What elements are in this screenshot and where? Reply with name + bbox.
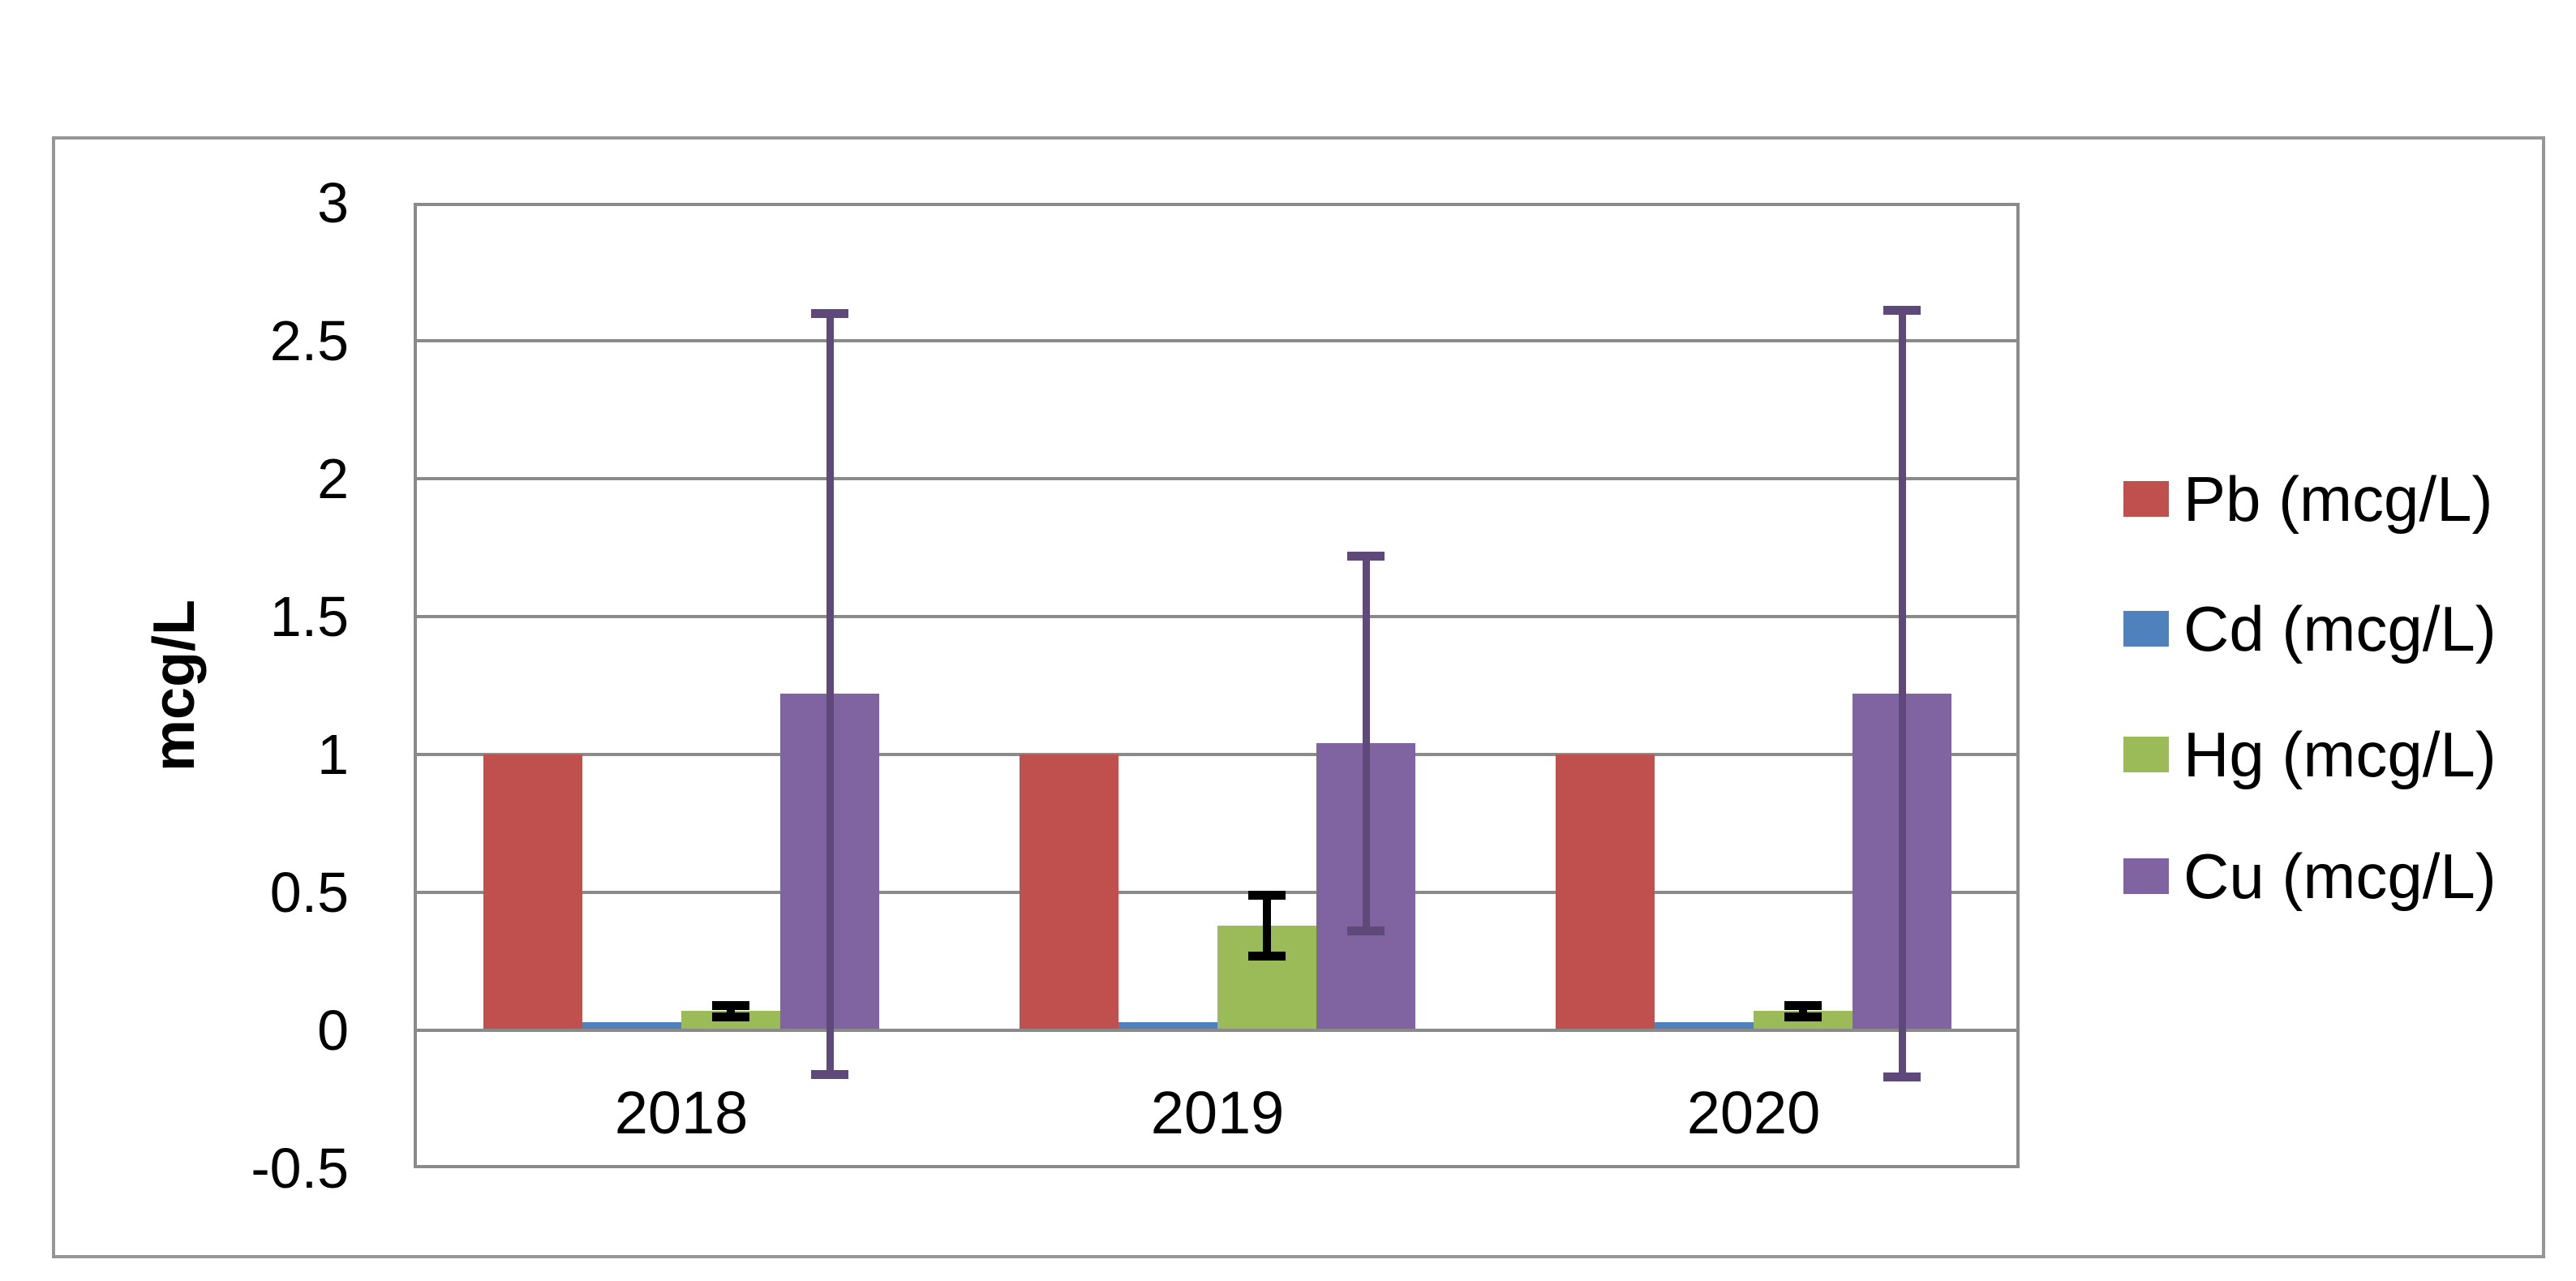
errorbar-Cu-2020-bottom-cap xyxy=(1883,1073,1921,1082)
gridline-y-2 xyxy=(414,477,2020,480)
errorbar-Cu-2019-top-cap xyxy=(1347,551,1385,561)
errorbar-Hg-2018-line xyxy=(727,1005,735,1017)
legend-label-Cu: Cu (mcg/L) xyxy=(2183,840,2497,912)
errorbar-Hg-2020-bottom-cap xyxy=(1784,1012,1822,1021)
errorbar-Hg-2019-bottom-cap xyxy=(1248,951,1286,961)
errorbar-Cu-2018-top-cap xyxy=(811,308,848,318)
bar-Pb-2018 xyxy=(483,754,582,1030)
plot-area xyxy=(414,203,2020,1168)
errorbar-Cu-2018-line xyxy=(826,313,834,1075)
y-axis-title: mcg/L xyxy=(142,599,207,772)
errorbar-Hg-2019-line xyxy=(1263,895,1271,956)
errorbar-Cu-2019-line xyxy=(1362,556,1370,931)
bar-Pb-2019 xyxy=(1020,754,1118,1030)
y-tick-label-2.5: 2.5 xyxy=(269,309,349,372)
y-tick-label-0: 0 xyxy=(317,999,349,1062)
x-category-label-2018: 2018 xyxy=(614,1079,749,1146)
legend-swatch-Hg xyxy=(2123,737,2169,772)
y-tick-label-2: 2 xyxy=(317,447,349,510)
legend-label-Cd: Cd (mcg/L) xyxy=(2183,593,2497,664)
errorbar-Cu-2018-bottom-cap xyxy=(811,1069,848,1079)
bar-Cd-2020 xyxy=(1655,1021,1754,1030)
legend-swatch-Cu xyxy=(2123,858,2169,894)
y-tick-label-3: 3 xyxy=(317,171,349,234)
legend-label-Pb: Pb (mcg/L) xyxy=(2183,463,2493,535)
y-tick-label-1.5: 1.5 xyxy=(269,585,349,648)
y-tick-label-1: 1 xyxy=(317,723,349,786)
gridline-y-2.5 xyxy=(414,339,2020,342)
bar-Pb-2020 xyxy=(1556,754,1655,1030)
x-category-label-2020: 2020 xyxy=(1686,1079,1821,1146)
bar-Cd-2018 xyxy=(582,1021,681,1030)
legend-swatch-Pb xyxy=(2123,481,2169,517)
errorbar-Hg-2020-top-cap xyxy=(1784,1000,1822,1010)
y-tick-label--0.5: -0.5 xyxy=(251,1137,349,1200)
figure-frame xyxy=(52,136,2545,1258)
errorbar-Cu-2020-top-cap xyxy=(1883,306,1921,316)
legend-label-Hg: Hg (mcg/L) xyxy=(2183,719,2497,790)
gridline-y-0.5 xyxy=(414,891,2020,894)
errorbar-Cu-2020-line xyxy=(1898,310,1906,1077)
legend-swatch-Cd xyxy=(2123,611,2169,647)
gridline-y-1.5 xyxy=(414,615,2020,618)
bar-Cd-2019 xyxy=(1118,1021,1217,1030)
errorbar-Hg-2018-bottom-cap xyxy=(712,1012,749,1021)
errorbar-Hg-2018-top-cap xyxy=(712,1000,749,1010)
x-axis-zero-line xyxy=(414,1029,2020,1032)
errorbar-Hg-2019-top-cap xyxy=(1248,890,1286,900)
errorbar-Cu-2019-bottom-cap xyxy=(1347,926,1385,936)
x-category-label-2019: 2019 xyxy=(1150,1079,1285,1146)
y-tick-label-0.5: 0.5 xyxy=(269,861,349,924)
gridline-y-1 xyxy=(414,753,2020,756)
errorbar-Hg-2020-line xyxy=(1799,1005,1807,1017)
